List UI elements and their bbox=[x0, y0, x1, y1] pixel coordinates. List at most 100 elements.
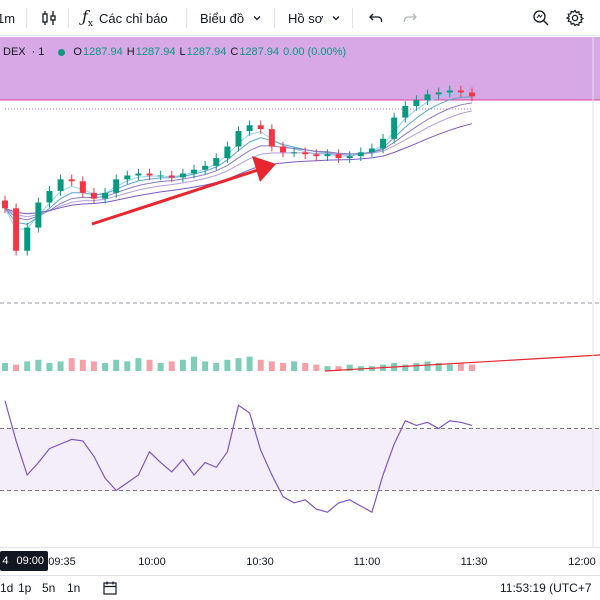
candles-icon bbox=[40, 9, 58, 27]
volume-bar bbox=[90, 361, 97, 371]
legend-high-key: H bbox=[126, 46, 135, 58]
zoom-icon bbox=[532, 9, 550, 27]
candle-body bbox=[457, 90, 464, 93]
candle-body bbox=[13, 208, 20, 251]
candle-body bbox=[324, 154, 331, 157]
toolbar-divider bbox=[68, 8, 69, 28]
crosshair-time-label: 4 09:00 bbox=[0, 551, 48, 571]
candle-body bbox=[446, 90, 453, 93]
candle-body bbox=[157, 175, 164, 177]
candle-body bbox=[2, 200, 8, 209]
volume-bar bbox=[113, 359, 120, 371]
candle-body bbox=[335, 154, 342, 159]
volume-bar bbox=[179, 359, 186, 371]
candle-body bbox=[224, 146, 231, 159]
volume-bar bbox=[268, 361, 275, 371]
rsi-band bbox=[0, 428, 600, 491]
time-tick-label: 10:00 bbox=[138, 556, 166, 568]
candle-body bbox=[46, 190, 53, 203]
time-tick-label: 10:30 bbox=[246, 556, 274, 568]
toolbar-divider bbox=[352, 8, 353, 28]
candle-body bbox=[202, 165, 209, 170]
volume-bar bbox=[257, 359, 264, 371]
chart-canvas[interactable] bbox=[0, 37, 600, 547]
time-axis[interactable]: 4 09:00 09:35 10:00 10:30 11:00 11:30 12… bbox=[0, 547, 600, 575]
volume-bar bbox=[202, 361, 209, 371]
legend-change: 0.00 (0.00%) bbox=[283, 46, 347, 58]
moving-average-line bbox=[4, 92, 473, 231]
settings-button[interactable] bbox=[566, 0, 584, 36]
candle-body bbox=[257, 125, 264, 130]
candle-body bbox=[213, 158, 220, 166]
legend-low: 1287.94 bbox=[186, 46, 227, 58]
indicators-label: Các chỉ báo bbox=[99, 10, 168, 26]
crosshair-time: 09:00 bbox=[16, 555, 44, 567]
candle-body bbox=[90, 192, 97, 199]
legend-high: 1287.94 bbox=[135, 46, 176, 58]
fx-icon: ƒx bbox=[82, 6, 93, 30]
price-highlight-band bbox=[0, 37, 600, 100]
undo-button[interactable] bbox=[368, 0, 384, 36]
volume-bar bbox=[24, 361, 31, 371]
legend-open-key: O bbox=[73, 46, 82, 58]
symbol-legend: DEX · 1 O 1287.94 H 1287.94 L 1287.94 C 1287… bbox=[0, 42, 350, 62]
candle-body bbox=[102, 192, 109, 199]
market-status-dot bbox=[58, 48, 66, 56]
candle-body bbox=[35, 202, 42, 228]
time-tick-label: 12:00 bbox=[568, 556, 596, 568]
profile-menu-label: Hồ sơ bbox=[288, 10, 324, 26]
redo-icon bbox=[402, 10, 418, 26]
candle-body bbox=[191, 169, 198, 174]
interval-button[interactable]: 1m bbox=[0, 0, 18, 36]
candle-body bbox=[268, 129, 275, 147]
candle-body bbox=[391, 117, 398, 139]
candle-body bbox=[57, 179, 64, 191]
range-button-5n[interactable]: 5n bbox=[42, 581, 56, 595]
candle-body bbox=[135, 173, 142, 176]
range-button-1p[interactable]: 1p bbox=[18, 581, 32, 595]
volume-bar bbox=[135, 358, 142, 371]
legend-symbol[interactable]: DEX bbox=[3, 46, 26, 58]
chart-menu-button[interactable]: Biểu đồ bbox=[200, 0, 262, 36]
chart-type-button[interactable] bbox=[40, 0, 58, 36]
candle-body bbox=[113, 179, 120, 193]
volume-bar bbox=[313, 364, 320, 371]
calendar-icon[interactable] bbox=[102, 580, 118, 599]
toolbar-divider bbox=[274, 8, 275, 28]
volume-bar bbox=[146, 359, 153, 371]
candle-body bbox=[368, 148, 375, 153]
volume-bar bbox=[435, 363, 442, 371]
volume-bar bbox=[446, 364, 453, 371]
candle-body bbox=[124, 175, 131, 180]
time-tick-label: 11:30 bbox=[460, 556, 488, 568]
bottom-bar: 1d 1p 5n 1n 11:53:19 (UTC+7 bbox=[0, 575, 600, 600]
candle-body bbox=[279, 146, 286, 153]
redo-button[interactable] bbox=[402, 0, 418, 36]
candle-body bbox=[291, 152, 298, 154]
legend-close-key: C bbox=[230, 46, 239, 58]
moving-average-line bbox=[4, 110, 473, 218]
interval-label: 1m bbox=[0, 10, 16, 26]
profile-menu-button[interactable]: Hồ sơ bbox=[288, 0, 341, 36]
indicators-button[interactable]: ƒx Các chỉ báo bbox=[82, 0, 168, 36]
volume-bar bbox=[68, 358, 75, 371]
volume-bar bbox=[346, 364, 353, 371]
volume-bar bbox=[413, 363, 420, 371]
candle-body bbox=[313, 154, 320, 157]
range-button-1n[interactable]: 1n bbox=[67, 581, 81, 595]
chart-area[interactable]: DEX · 1 O 1287.94 H 1287.94 L 1287.94 C 1287… bbox=[0, 37, 600, 547]
volume-bar bbox=[168, 361, 175, 371]
zoom-button[interactable] bbox=[532, 0, 550, 36]
range-button-1d[interactable]: 1d bbox=[0, 581, 14, 595]
volume-bar bbox=[469, 364, 475, 371]
volume-bar bbox=[157, 363, 164, 371]
chevron-down-icon bbox=[331, 13, 341, 23]
chart-menu-label: Biểu đồ bbox=[200, 10, 245, 26]
clock-label[interactable]: 11:53:19 (UTC+7 bbox=[500, 581, 592, 595]
time-tick-label: 11:00 bbox=[353, 556, 381, 568]
volume-bar bbox=[46, 363, 53, 371]
undo-icon bbox=[368, 10, 384, 26]
volume-bar bbox=[35, 359, 42, 371]
candle-body bbox=[357, 152, 364, 157]
candle-body bbox=[235, 131, 242, 147]
